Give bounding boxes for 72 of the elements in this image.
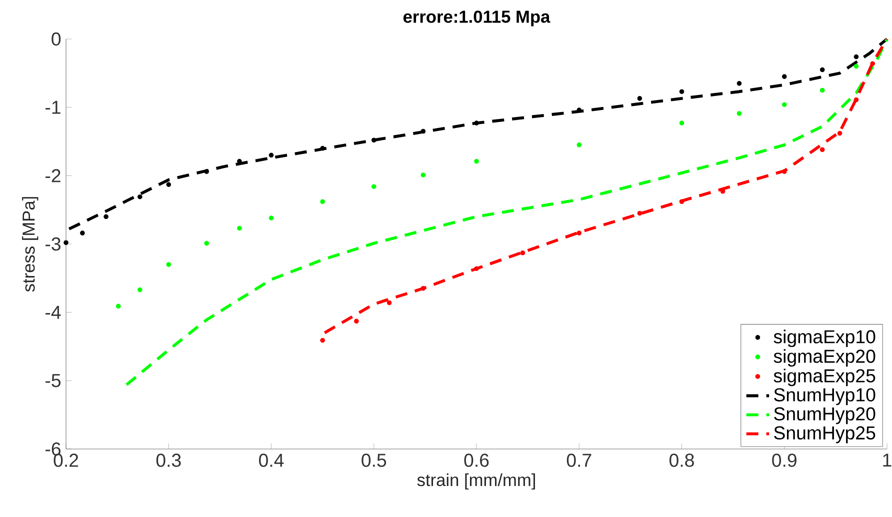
legend-label: SnumHyp10 xyxy=(774,388,876,406)
point xyxy=(320,146,325,151)
point xyxy=(820,67,825,72)
point xyxy=(854,64,859,69)
point xyxy=(474,120,479,126)
y-tick-label: -5 xyxy=(46,374,61,388)
x-tick-label: 1 xyxy=(883,454,892,467)
point xyxy=(782,74,787,79)
point xyxy=(870,61,876,66)
point xyxy=(854,97,859,102)
point xyxy=(371,138,376,143)
x-tick-label: 0.2 xyxy=(54,454,78,467)
point xyxy=(576,142,582,148)
point xyxy=(354,318,359,324)
point xyxy=(204,169,210,174)
point xyxy=(474,266,479,271)
point xyxy=(420,172,426,178)
y-axis-title: stress [MPa] xyxy=(22,197,38,292)
point xyxy=(854,54,859,60)
legend-label: sigmaExp20 xyxy=(774,349,876,367)
point xyxy=(736,111,742,116)
point xyxy=(820,147,825,152)
legend-label: SnumHyp20 xyxy=(774,407,876,424)
y-tick-label: -1 xyxy=(46,100,60,114)
x-axis-title: strain [mm/mm] xyxy=(417,473,535,490)
legend-label: sigmaExp10 xyxy=(774,330,876,348)
point xyxy=(204,240,210,246)
y-tick-label: -3 xyxy=(46,237,60,251)
point xyxy=(320,199,325,204)
point xyxy=(679,89,684,94)
y-tick-label: -2 xyxy=(46,169,60,182)
point xyxy=(116,304,121,309)
point xyxy=(268,152,274,158)
x-tick-label: 0.6 xyxy=(464,454,489,467)
point xyxy=(474,158,479,164)
point xyxy=(137,287,142,292)
point xyxy=(237,226,242,231)
legend-label: sigmaExp25 xyxy=(774,368,876,386)
chart-title: errore:1.0115 Mpa xyxy=(403,10,550,26)
x-tick-label: 0.3 xyxy=(156,454,181,467)
point xyxy=(371,184,376,189)
point xyxy=(137,194,142,200)
point xyxy=(736,81,742,86)
point xyxy=(320,338,325,343)
point xyxy=(420,128,426,134)
point xyxy=(679,120,684,126)
point xyxy=(420,286,426,291)
legend-label: SnumHyp25 xyxy=(774,426,876,444)
point xyxy=(104,214,108,220)
point xyxy=(80,230,85,236)
point xyxy=(386,300,392,306)
point xyxy=(837,130,842,136)
point xyxy=(64,240,68,246)
point xyxy=(637,210,642,216)
line-series xyxy=(125,38,888,386)
point xyxy=(268,216,274,220)
line-series xyxy=(68,38,888,230)
x-tick-label: 0.5 xyxy=(362,454,386,467)
point xyxy=(637,96,642,101)
y-tick-label: -4 xyxy=(46,306,61,319)
x-tick-label: 0.9 xyxy=(772,454,796,467)
y-tick-label: 0 xyxy=(52,32,61,46)
point xyxy=(782,102,787,107)
point xyxy=(520,250,526,256)
x-tick-label: 0.8 xyxy=(670,454,694,467)
point xyxy=(679,199,684,204)
point xyxy=(820,88,825,93)
x-tick-label: 0.4 xyxy=(259,454,284,467)
point xyxy=(576,230,582,236)
x-tick-label: 0.7 xyxy=(566,454,592,467)
point xyxy=(166,262,172,267)
point xyxy=(166,182,172,187)
